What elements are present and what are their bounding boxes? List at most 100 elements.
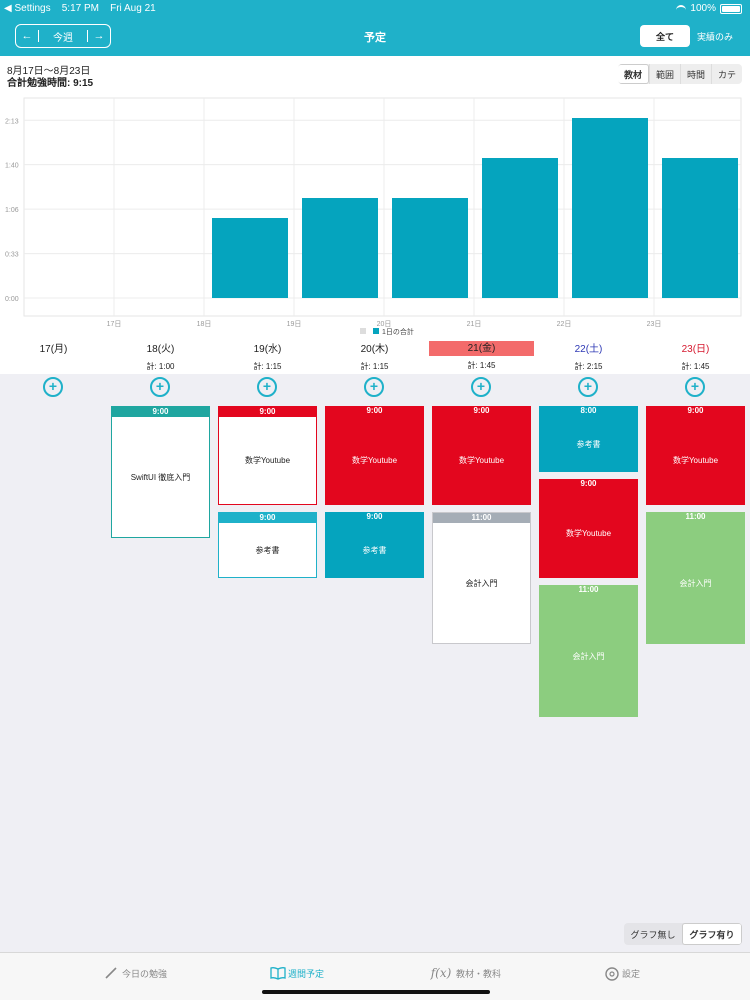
day-header: 20(木) 計: 1:15 bbox=[321, 340, 428, 372]
graph-tab-range[interactable]: 範囲 bbox=[649, 64, 680, 84]
plan-card[interactable]: 8:00 参考書 bbox=[539, 406, 638, 472]
plan-time: 9:00 bbox=[219, 407, 316, 417]
day-label: 22(土) bbox=[574, 344, 603, 355]
add-plan-icon[interactable]: + bbox=[685, 377, 705, 397]
week-navigator: ← 今週 → bbox=[15, 24, 111, 48]
graph-visibility-toggle: グラフ無し グラフ有り bbox=[624, 923, 742, 945]
tab-today-study[interactable]: 今日の勉強 bbox=[104, 963, 167, 983]
add-plan-icon[interactable]: + bbox=[578, 377, 598, 397]
tab-materials[interactable]: f(x) 教材・教科 bbox=[430, 963, 501, 983]
plan-title: 数学Youtube bbox=[458, 456, 505, 465]
this-week-button[interactable]: 今週 bbox=[53, 32, 73, 44]
graph-off-button[interactable]: グラフ無し bbox=[630, 929, 676, 940]
day-label: 18(火) bbox=[146, 344, 175, 355]
day-label: 20(木) bbox=[360, 344, 389, 355]
plan-title: 数学Youtube bbox=[565, 529, 612, 538]
back-to-settings[interactable]: ◀ Settings bbox=[4, 3, 51, 14]
plan-title: SwiftUI 徹底入門 bbox=[130, 472, 191, 482]
add-plan-icon[interactable]: + bbox=[364, 377, 384, 397]
y-tick-label: 2:13 bbox=[5, 118, 19, 125]
status-time: 5:17 PM bbox=[61, 3, 99, 14]
x-tick-label: 19日 bbox=[287, 320, 302, 328]
navigation-header: ◀ Settings 5:17 PM Fri Aug 21 100% ← 今週 … bbox=[0, 0, 750, 56]
battery-icon bbox=[720, 3, 742, 14]
plan-time: 11:00 bbox=[433, 513, 530, 523]
day-label: 17(月) bbox=[39, 344, 68, 355]
next-week-button[interactable]: → bbox=[93, 30, 105, 42]
day-header: 23(日) 計: 1:45 bbox=[642, 340, 749, 372]
tab-settings[interactable]: 設定 bbox=[604, 963, 640, 983]
plan-title: 数学Youtube bbox=[351, 456, 398, 465]
day-header: 18(火) 計: 1:00 bbox=[107, 340, 214, 372]
day-label: 21(金) bbox=[429, 341, 534, 356]
plan-card[interactable]: 11:00 会計入門 bbox=[432, 512, 531, 644]
plan-card[interactable]: 9:00 数学Youtube bbox=[539, 479, 638, 578]
plot-frame bbox=[23, 97, 742, 317]
plan-time: 9:00 bbox=[580, 479, 597, 488]
plan-card[interactable]: 9:00 参考書 bbox=[325, 512, 424, 578]
add-plan-icon[interactable]: + bbox=[150, 377, 170, 397]
plan-time: 9:00 bbox=[366, 406, 383, 415]
plan-card[interactable]: 11:00 会計入門 bbox=[646, 512, 745, 644]
plan-card[interactable]: 9:00 数学Youtube bbox=[218, 406, 317, 505]
study-time-bar-chart: 0:00 0:33 1:06 1:40 2:13 17日 18日 19日 20日 21日 22日 23… bbox=[5, 97, 742, 336]
home-indicator bbox=[262, 990, 490, 994]
gear-icon bbox=[604, 966, 619, 981]
day-header-row: 17(月) 18(火) 計: 1:00 19(水) 計: 1:15 20(木) 計: 1:1… bbox=[0, 340, 750, 374]
x-tick-label: 18日 bbox=[197, 320, 212, 328]
tab-label: 教材・教科 bbox=[456, 968, 502, 979]
plan-title: 参考書 bbox=[576, 439, 601, 449]
plan-card[interactable]: 9:00 SwiftUI 徹底入門 bbox=[111, 406, 210, 538]
total-study-time: 合計勉強時間: 9:15 bbox=[7, 78, 94, 89]
day-header: 19(水) 計: 1:15 bbox=[214, 340, 321, 372]
tab-bar: 今日の勉強 週間予定 f(x) 教材・教科 設定 bbox=[0, 952, 750, 1000]
graph-tab-material[interactable]: 教材 bbox=[618, 64, 649, 84]
plan-card[interactable]: 9:00 数学Youtube bbox=[646, 406, 745, 505]
battery-percent: 100% bbox=[690, 3, 716, 14]
filter-actual-button[interactable]: 実績のみ bbox=[696, 31, 733, 42]
function-icon: f(x) bbox=[430, 966, 452, 980]
status-date: Fri Aug 21 bbox=[110, 3, 156, 14]
status-bar: ◀ Settings 5:17 PM Fri Aug 21 100% bbox=[0, 0, 750, 18]
add-plan-icon[interactable]: + bbox=[43, 377, 63, 397]
tab-weekly-plan[interactable]: 週間予定 bbox=[270, 963, 324, 983]
plan-time: 8:00 bbox=[580, 406, 597, 415]
plan-time: 9:00 bbox=[366, 512, 383, 521]
graph-type-segmented-control: 教材 範囲 時間 カテ bbox=[618, 64, 742, 84]
prev-week-button[interactable]: ← bbox=[21, 30, 33, 42]
period-label: 8月17日〜8月23日 bbox=[7, 66, 91, 77]
graph-tab-time[interactable]: 時間 bbox=[680, 64, 711, 84]
x-tick-label: 21日 bbox=[467, 320, 482, 328]
tab-label: 週間予定 bbox=[288, 968, 325, 979]
day-total: 計: 1:15 bbox=[253, 362, 282, 371]
plan-card[interactable]: 9:00 数学Youtube bbox=[325, 406, 424, 505]
day-total: 計: 1:00 bbox=[146, 362, 175, 371]
day-total: 計: 1:45 bbox=[467, 361, 496, 370]
day-header: 22(土) 計: 2:15 bbox=[535, 340, 642, 372]
plan-card[interactable]: 9:00 参考書 bbox=[218, 512, 317, 578]
add-plan-icon[interactable]: + bbox=[471, 377, 491, 397]
bar bbox=[572, 118, 648, 298]
filter-all-button[interactable]: 全て bbox=[640, 25, 690, 47]
day-label: 23(日) bbox=[681, 344, 710, 355]
graph-tab-category[interactable]: カテ bbox=[711, 64, 742, 84]
legend-swatch bbox=[373, 328, 379, 334]
plan-time: 11:00 bbox=[578, 585, 599, 594]
wifi-icon bbox=[676, 4, 687, 13]
plan-title: 参考書 bbox=[255, 545, 280, 555]
divider bbox=[38, 30, 39, 42]
add-plan-icon[interactable]: + bbox=[257, 377, 277, 397]
plan-title: 会計入門 bbox=[465, 578, 498, 588]
y-tick-label: 1:06 bbox=[5, 207, 19, 214]
plan-time: 9:00 bbox=[473, 406, 490, 415]
day-header: 17(月) bbox=[0, 340, 107, 361]
plan-card[interactable]: 11:00 会計入門 bbox=[539, 585, 638, 717]
book-icon bbox=[270, 966, 286, 980]
plan-title: 参考書 bbox=[362, 545, 387, 555]
plan-title: 数学Youtube bbox=[244, 456, 291, 465]
x-tick-label: 20日 bbox=[377, 320, 392, 328]
plan-card[interactable]: 9:00 数学Youtube bbox=[432, 406, 531, 505]
divider bbox=[87, 30, 88, 42]
plan-time: 9:00 bbox=[112, 407, 209, 417]
graph-on-button[interactable]: グラフ有り bbox=[682, 923, 742, 945]
